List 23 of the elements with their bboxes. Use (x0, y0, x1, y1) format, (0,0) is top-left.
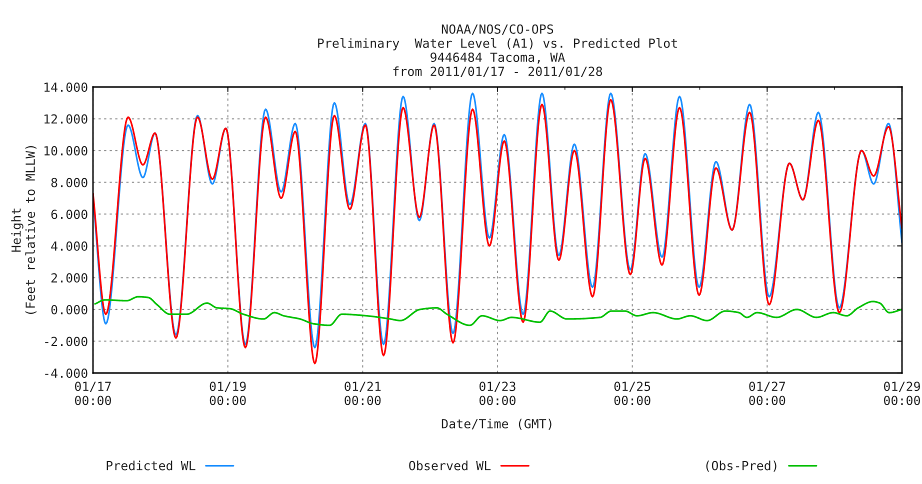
y-tick-label: 2.000 (51, 273, 88, 283)
x-tick-label: 01/21 00:00 (344, 382, 381, 406)
legend-label: (Obs-Pred) (706, 460, 776, 472)
x-tick-label: 01/17 00:00 (75, 382, 112, 406)
y-axis-title: Height (Feet relative to MLLW) (11, 146, 36, 314)
y-tick-label: 0.000 (51, 304, 88, 314)
y-tick-label: 6.000 (51, 210, 88, 220)
x-tick-label: 01/27 00:00 (749, 382, 786, 406)
chart-title: NOAA/NOS/CO-OPS Preliminary Water Level (A1) vs. Predicted Plot 9446484 Tacoma, WA from 2011/01/17 - 2011/01/28 (318, 24, 677, 78)
x-axis-title: Date/Time (GMT) (442, 418, 552, 430)
y-tick-label: -2.000 (45, 336, 88, 346)
legend-label: Observed WL (409, 460, 491, 470)
y-tick-label: 14.000 (44, 82, 88, 92)
x-tick-label: 01/25 00:00 (614, 382, 650, 406)
y-tick-label: 4.000 (51, 241, 88, 251)
y-tick-label: 12.000 (44, 114, 88, 124)
x-tick-label: 01/29 00:00 (884, 382, 920, 406)
y-tick-label: 10.000 (44, 146, 88, 156)
y-tick-label: -4.000 (45, 368, 88, 378)
legend-label: Predicted WL (106, 460, 196, 470)
y-tick-label: 8.000 (51, 178, 88, 188)
x-tick-label: 01/23 00:00 (480, 382, 516, 406)
x-tick-label: 01/19 00:00 (210, 382, 246, 406)
